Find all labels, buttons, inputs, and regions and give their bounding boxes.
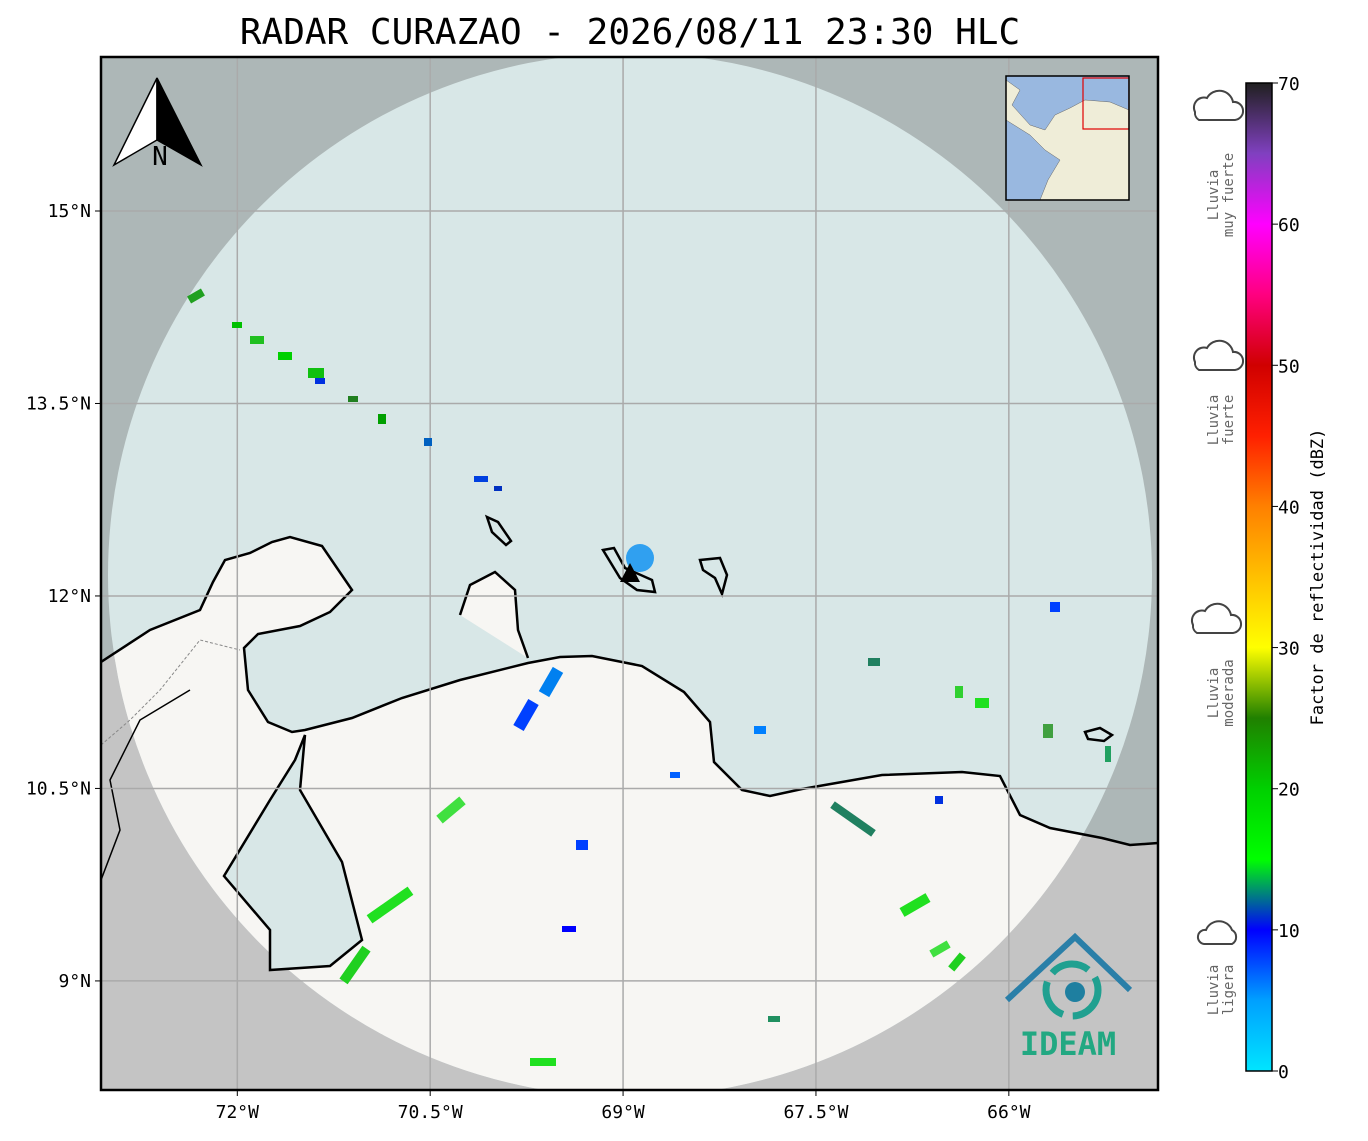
echo <box>955 686 963 698</box>
echo <box>562 926 576 932</box>
echoes <box>187 288 1111 1066</box>
y-tick-label: 10.5°N <box>26 778 91 799</box>
echo <box>626 544 654 572</box>
logo: IDEAM <box>1004 932 1133 1063</box>
echo <box>187 288 205 304</box>
echo <box>935 796 943 804</box>
inset-frame <box>1005 75 1130 201</box>
x-tick-label: 70.5°W <box>398 1102 463 1123</box>
y-tick-label: 9°N <box>58 971 91 992</box>
echo <box>424 438 432 446</box>
category-line: muy fuerte <box>1221 153 1237 237</box>
echo <box>315 378 325 384</box>
rain-category: Lluvia ligera <box>1206 965 1237 1016</box>
x-tick-label: 66°W <box>987 1102 1031 1123</box>
echo <box>494 486 502 491</box>
border <box>101 639 241 746</box>
echo <box>1105 746 1111 762</box>
colorbar-tick-label: 70 <box>1278 74 1300 95</box>
colorbar-tick-label: 30 <box>1278 639 1300 660</box>
echo <box>378 414 386 424</box>
border-line <box>101 689 191 881</box>
echo <box>830 801 876 837</box>
echo <box>899 893 931 917</box>
y-tick-label: 12°N <box>48 586 91 607</box>
radar-site <box>620 563 640 582</box>
x-tick-label: 72°W <box>216 1102 260 1123</box>
echo <box>278 352 292 360</box>
category-line: Lluvia <box>1206 395 1222 446</box>
lake-maracaibo <box>222 734 364 972</box>
echo <box>538 666 564 698</box>
map-frame <box>99 55 1160 1092</box>
echo <box>868 658 880 666</box>
category-line: moderada <box>1221 659 1237 726</box>
bonaire <box>698 556 729 598</box>
category-line: Lluvia <box>1206 170 1222 221</box>
echo <box>1050 602 1060 612</box>
y-tick-label: 13.5°N <box>26 393 91 414</box>
title: RADAR CURAZAO - 2026/08/11 23:30 HLC <box>240 12 1020 53</box>
colorbar-tick-label: 60 <box>1278 215 1300 236</box>
echo <box>1043 724 1053 738</box>
category-line: fuerte <box>1221 395 1237 446</box>
rain-category: Lluvia muy fuerte <box>1206 153 1237 237</box>
echo <box>929 940 951 958</box>
echo <box>232 322 242 328</box>
y-tick-label: 15°N <box>48 201 91 222</box>
echo <box>948 952 966 972</box>
category-line: Lluvia <box>1206 965 1222 1016</box>
echo <box>513 699 539 731</box>
north-label: N <box>152 142 168 172</box>
echo <box>975 698 989 708</box>
echo <box>474 476 488 482</box>
x-tick-label: 69°W <box>601 1102 645 1123</box>
island <box>1083 726 1115 743</box>
echo <box>768 1016 780 1022</box>
echo <box>436 796 466 824</box>
north-arrow: N <box>112 77 203 172</box>
axes: 72°W 70.5°W 69°W 67.5°W 66°W 15°N 13.5°N 12°N 10… <box>26 201 1031 1123</box>
echo <box>530 1058 556 1066</box>
icons <box>1190 89 1244 945</box>
echo <box>250 336 264 344</box>
echo <box>576 840 588 850</box>
category-line: ligera <box>1221 965 1237 1016</box>
rain-category: Lluvia moderada <box>1206 659 1237 726</box>
x-tick-label: 67.5°W <box>783 1102 848 1123</box>
colorbar-label: Factor de reflectividad (dBZ) <box>1308 429 1328 726</box>
rain-category: Lluvia fuerte <box>1206 395 1237 446</box>
colorbar-tick-label: 0 <box>1278 1062 1289 1083</box>
aruba <box>484 514 513 547</box>
echo <box>348 396 358 402</box>
grid <box>101 57 1158 1090</box>
echo <box>670 772 680 778</box>
echo <box>308 368 324 378</box>
coastline <box>101 535 1158 847</box>
echo <box>754 726 766 734</box>
colorbar-tick-label: 10 <box>1278 921 1300 942</box>
echo <box>366 886 414 924</box>
map-area: N IDEAM <box>101 57 1158 1090</box>
inset-map <box>1006 76 1129 200</box>
echo <box>339 945 371 985</box>
paraguana <box>458 570 530 659</box>
logo-text: IDEAM <box>1020 1025 1116 1063</box>
colorbar-tick-label: 50 <box>1278 356 1300 377</box>
colorbar-ticks: 0 10 20 30 40 50 60 70 <box>1272 74 1300 1083</box>
colorbar-tick-label: 40 <box>1278 497 1300 518</box>
colorbar <box>1245 82 1273 1072</box>
category-line: Lluvia <box>1206 668 1222 719</box>
colorbar-tick-label: 20 <box>1278 780 1300 801</box>
